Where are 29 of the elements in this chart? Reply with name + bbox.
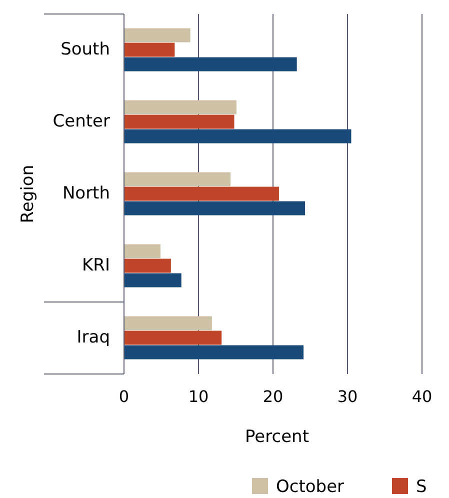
bar bbox=[124, 57, 297, 72]
x-tick-label: 0 bbox=[118, 387, 130, 406]
y-tick-label: KRI bbox=[82, 256, 110, 276]
bar bbox=[124, 172, 231, 186]
x-tick-label: 30 bbox=[337, 387, 358, 406]
x-axis-title: Percent bbox=[245, 427, 310, 447]
y-axis-title: Region bbox=[18, 164, 38, 224]
bar bbox=[124, 345, 304, 360]
x-tick-label: 40 bbox=[412, 387, 432, 406]
legend-label: S bbox=[416, 477, 427, 497]
y-tick-label: Iraq bbox=[76, 328, 110, 348]
bar bbox=[124, 273, 182, 288]
bar bbox=[124, 129, 352, 144]
bar bbox=[124, 201, 306, 216]
bar bbox=[124, 42, 175, 57]
legend-label: October bbox=[276, 477, 344, 497]
bar bbox=[124, 258, 171, 273]
bar bbox=[124, 330, 222, 345]
y-tick-label: South bbox=[60, 40, 110, 60]
bar bbox=[124, 186, 279, 201]
bar bbox=[124, 100, 236, 114]
bar bbox=[124, 114, 234, 129]
y-tick-label: Center bbox=[52, 112, 110, 132]
y-tick-label: North bbox=[62, 184, 110, 204]
bar bbox=[124, 316, 212, 330]
x-tick-label: 10 bbox=[188, 387, 209, 406]
bar bbox=[124, 28, 190, 42]
bar bbox=[124, 244, 161, 258]
x-tick-label: 20 bbox=[262, 387, 284, 406]
